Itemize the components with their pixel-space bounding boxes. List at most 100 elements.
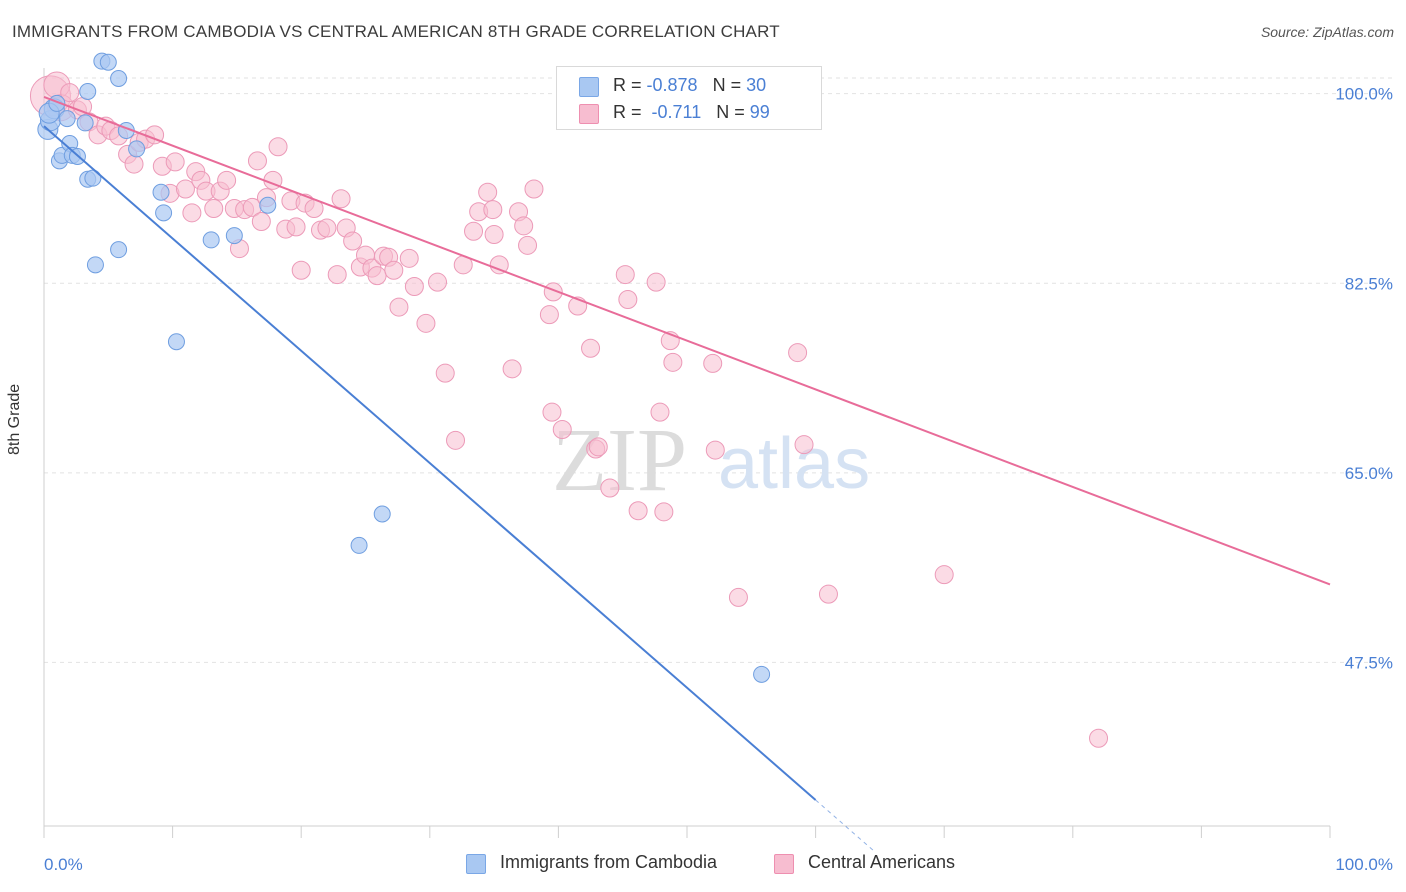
x-tick-label-max: 100.0% [1335, 855, 1393, 874]
x-tick-label-min: 0.0% [44, 855, 83, 874]
central-americans-point [539, 305, 559, 325]
y-tick-label: 65.0% [1345, 464, 1393, 483]
central-americans-point [165, 152, 185, 172]
series-swatch-blue [466, 854, 486, 874]
central-americans-point [524, 179, 544, 199]
central-americans-point [788, 343, 808, 363]
central-americans-point [618, 290, 638, 309]
cambodia-points [37, 52, 771, 683]
central-americans-point [934, 565, 954, 585]
cambodia-point [76, 114, 94, 132]
cambodia-point [58, 110, 76, 128]
watermark-zip: ZIP [552, 411, 687, 510]
central-americans-point [343, 231, 363, 251]
cambodia-point [753, 665, 771, 683]
cambodia-point [86, 256, 104, 274]
legend-r-value: -0.711 [651, 102, 702, 122]
central-americans-point [646, 272, 666, 292]
y-tick-label: 82.5% [1345, 274, 1393, 293]
cambodia-trend-extension [815, 799, 874, 851]
central-americans-point [446, 430, 466, 450]
central-americans-point [217, 170, 237, 190]
central-americans-point [268, 137, 288, 157]
central-americans-point [291, 260, 311, 280]
cambodia-point [99, 53, 117, 71]
legend-n-value: 30 [746, 75, 767, 95]
central-americans-point [404, 277, 424, 296]
central-americans-point [514, 216, 534, 236]
central-americans-point [600, 478, 620, 498]
y-tick-label: 100.0% [1335, 85, 1393, 104]
central-americans-point [818, 584, 838, 604]
central-americans-point [286, 217, 306, 237]
cambodia-trend-line [43, 125, 817, 801]
cambodia-point [155, 204, 173, 222]
central-americans-point [435, 363, 455, 383]
watermark-atlas: atlas [718, 424, 870, 504]
central-americans-point [489, 255, 509, 275]
central-americans-point [175, 179, 195, 199]
legend-r-value: -0.878 [646, 75, 698, 95]
central-americans-point [794, 435, 814, 455]
central-americans-point [182, 203, 202, 223]
central-americans-point [581, 338, 601, 358]
central-americans-point [317, 218, 337, 238]
central-americans-point [389, 297, 409, 317]
legend-r-label: R = [613, 75, 647, 95]
cambodia-point [79, 83, 97, 100]
series-swatch-pink [774, 854, 794, 874]
series-label-central-americans: Central Americans [808, 852, 956, 872]
cambodia-point [110, 241, 128, 259]
central-americans-point [654, 502, 674, 522]
central-americans-point [204, 199, 224, 218]
cambodia-point [373, 505, 391, 523]
central-americans-point [728, 587, 748, 607]
legend-swatch-pink [579, 104, 599, 124]
legend-swatch-blue [579, 77, 599, 97]
cambodia-point [110, 70, 128, 87]
central-americans-point [542, 402, 562, 422]
central-americans-point [615, 265, 635, 285]
central-americans-point [124, 154, 144, 174]
central-americans-point [483, 200, 503, 220]
chart-title: IMMIGRANTS FROM CAMBODIA VS CENTRAL AMER… [12, 22, 780, 41]
watermark: ZIP atlas [552, 411, 870, 510]
central-americans-point [705, 440, 725, 460]
central-americans-point [384, 260, 404, 280]
axes [43, 68, 1331, 838]
central-americans-point [251, 212, 271, 231]
cambodia-point [225, 227, 243, 245]
cambodia-point [350, 536, 368, 554]
central-americans-point [1089, 728, 1109, 748]
tick-labels: 47.5% 65.0% 82.5% 100.0% 0.0% 100.0% [44, 85, 1393, 874]
central-americans-point [367, 266, 387, 286]
central-americans-points [29, 71, 1109, 748]
cambodia-point [259, 196, 277, 214]
central-americans-point [663, 352, 683, 372]
central-americans-point [518, 235, 538, 255]
central-americans-point [650, 402, 670, 422]
cambodia-point [167, 333, 185, 351]
cambodia-point [128, 140, 146, 158]
chart-source: Source: ZipAtlas.com [1260, 24, 1394, 40]
central-americans-point [588, 437, 608, 457]
central-americans-point [331, 189, 351, 209]
trend-lines [43, 95, 1331, 851]
cambodia-point [202, 231, 220, 249]
y-tick-label: 47.5% [1345, 653, 1393, 672]
central-americans-point [502, 359, 522, 379]
central-americans-point [478, 182, 498, 202]
central-americans-point [399, 248, 419, 268]
central-americans-trend-line [43, 95, 1331, 586]
y-axis-label: 8th Grade [6, 383, 23, 455]
cambodia-point [152, 183, 170, 201]
series-label-cambodia: Immigrants from Cambodia [500, 852, 718, 872]
central-americans-point [628, 501, 648, 521]
central-americans-point [552, 420, 572, 439]
legend-n-label: N = [716, 102, 750, 122]
central-americans-point [60, 83, 80, 103]
central-americans-point [416, 313, 436, 333]
central-americans-point [247, 151, 267, 171]
legend-n-value: 99 [749, 102, 770, 122]
